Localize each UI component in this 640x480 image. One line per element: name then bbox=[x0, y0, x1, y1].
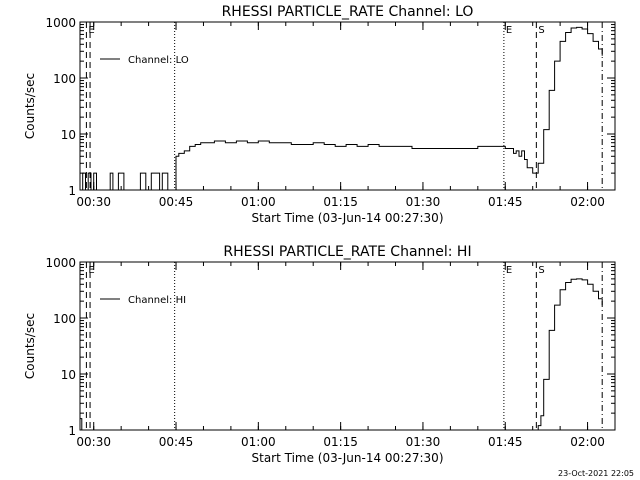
y-tick-label: 1000 bbox=[45, 256, 76, 270]
x-tick-label: 01:45 bbox=[488, 195, 523, 209]
x-tick-label: 01:30 bbox=[406, 195, 441, 209]
legend-label: Channel: LO bbox=[128, 55, 189, 66]
x-tick-label: 00:30 bbox=[76, 195, 111, 209]
event-marker-label: E bbox=[88, 25, 94, 36]
x-axis-label: Start Time (03-Jun-14 00:27:30) bbox=[252, 211, 444, 225]
x-tick-label: 02:00 bbox=[570, 195, 605, 209]
x-tick-label: 01:30 bbox=[406, 435, 441, 449]
x-tick-label: 02:00 bbox=[570, 435, 605, 449]
data-series-line-0 bbox=[80, 278, 603, 431]
y-tick-label: 10 bbox=[61, 368, 76, 382]
chart-panels: RHESSI PARTICLE_RATE Channel: LO Counts/s… bbox=[23, 4, 616, 465]
y-axis-label: Counts/sec bbox=[23, 73, 37, 139]
chart-panel-1: RHESSI PARTICLE_RATE Channel: HI Counts/s… bbox=[23, 244, 616, 465]
legend: Channel: HI bbox=[100, 295, 186, 306]
y-tick-label: 1 bbox=[68, 184, 76, 198]
x-axis-label: Start Time (03-Jun-14 00:27:30) bbox=[252, 451, 444, 465]
event-marker-label: E bbox=[88, 265, 94, 276]
event-marker-label: S bbox=[538, 25, 544, 36]
x-tick-label: 01:45 bbox=[488, 435, 523, 449]
chart-title: RHESSI PARTICLE_RATE Channel: LO bbox=[222, 4, 474, 20]
event-marker-label: E bbox=[506, 265, 512, 276]
data-series-line-0 bbox=[80, 26, 603, 191]
x-tick-label: 01:15 bbox=[323, 195, 358, 209]
plot-frame bbox=[79, 21, 616, 191]
x-tick-label: 01:00 bbox=[241, 195, 276, 209]
x-tick-label: 01:00 bbox=[241, 435, 276, 449]
y-tick-label: 100 bbox=[53, 312, 76, 326]
legend-label: Channel: HI bbox=[128, 295, 186, 306]
y-tick-label: 10 bbox=[61, 128, 76, 142]
y-tick-label: 1 bbox=[68, 424, 76, 438]
y-tick-label: 1000 bbox=[45, 16, 76, 30]
plot-frame bbox=[79, 261, 616, 431]
legend: Channel: LO bbox=[100, 55, 189, 66]
x-tick-label: 00:30 bbox=[76, 435, 111, 449]
y-axis-label: Counts/sec bbox=[23, 313, 37, 379]
y-tick-label: 100 bbox=[53, 72, 76, 86]
event-marker-label: S bbox=[538, 265, 544, 276]
chart-title: RHESSI PARTICLE_RATE Channel: HI bbox=[223, 244, 471, 260]
chart-panel-0: RHESSI PARTICLE_RATE Channel: LO Counts/s… bbox=[23, 4, 616, 225]
print-timestamp: 23-Oct-2021 22:05 bbox=[558, 469, 634, 478]
x-tick-label: 00:45 bbox=[159, 435, 194, 449]
x-tick-label: 00:45 bbox=[159, 195, 194, 209]
event-marker-label: E bbox=[506, 25, 512, 36]
x-tick-label: 01:15 bbox=[323, 435, 358, 449]
